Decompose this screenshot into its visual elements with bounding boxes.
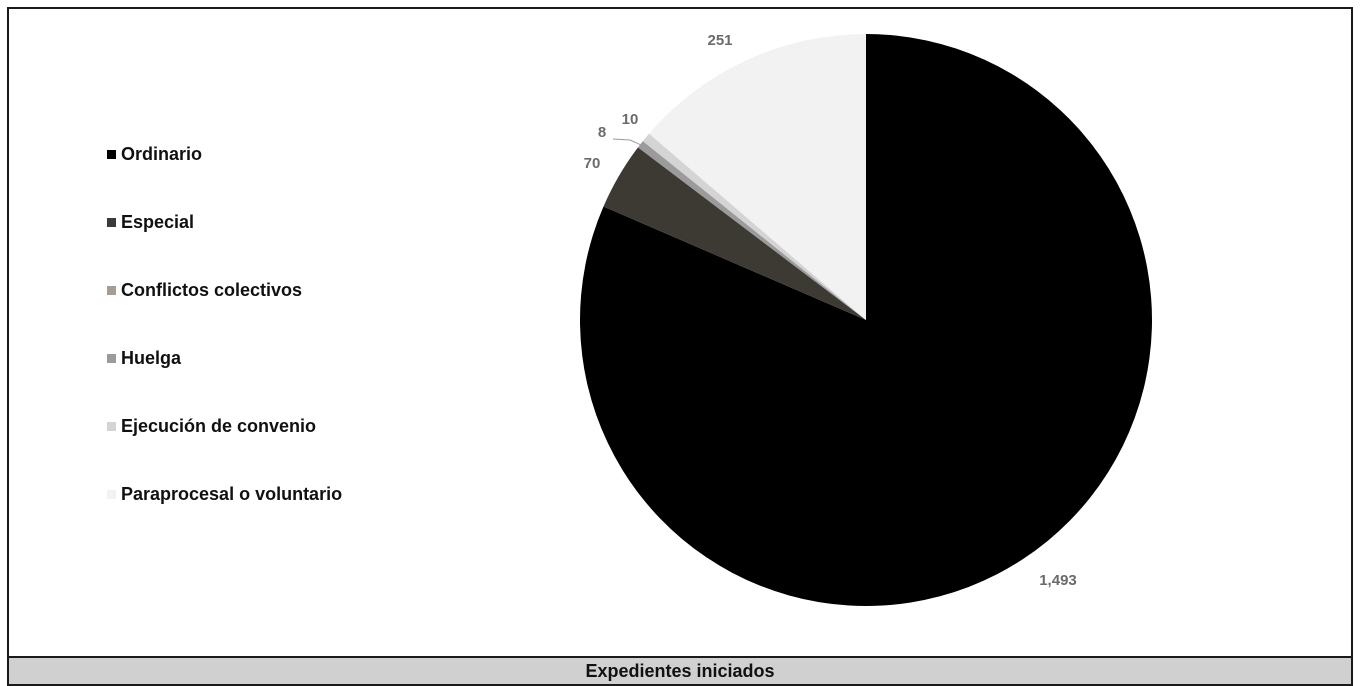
data-label-huelga: 8 [598, 124, 606, 141]
legend-swatch [107, 489, 116, 499]
legend-swatch [107, 217, 116, 227]
legend-label: Especial [121, 211, 195, 232]
legend-item-huelga: Huelga [107, 346, 181, 370]
legend-label: Ordinario [121, 143, 203, 164]
legend-swatch [107, 421, 116, 431]
legend-item-ejecucion-de-convenio: Ejecución de convenio [107, 414, 316, 438]
data-label-ordinario: 1,493 [1039, 572, 1077, 589]
legend-label: Paraprocesal o voluntario [121, 483, 343, 504]
data-label-paraprocesal-o-voluntario: 251 [707, 32, 732, 49]
legend-swatch [107, 285, 116, 295]
legend-item-conflictos-colectivos: Conflictos colectivos [107, 278, 302, 302]
pie-slice-especial [603, 147, 866, 320]
legend-swatch [107, 149, 116, 159]
data-label-especial: 70 [584, 155, 601, 172]
legend-item-ordinario: Ordinario [107, 142, 202, 166]
leader-line [612, 138, 643, 146]
legend-label: Ejecución de convenio [121, 415, 317, 436]
chart-title: Expedientes iniciados [585, 660, 775, 681]
pie-slice-paraprocesal-o-voluntario [649, 34, 866, 320]
legend-item-especial: Especial [107, 210, 194, 234]
pie-slice-huelga [638, 141, 866, 320]
legend-swatch [107, 353, 116, 363]
pie-slice-ejecucion-de-convenio [642, 133, 866, 320]
legend-label: Huelga [121, 347, 182, 368]
chart-title-bar: Expedientes iniciados [7, 656, 1353, 686]
legend-item-paraprocesal-o-voluntario: Paraprocesal o voluntario [107, 482, 342, 506]
pie-slice-ordinario [579, 34, 1152, 606]
legend-label: Conflictos colectivos [121, 279, 303, 300]
data-label-ejecucion-de-convenio: 10 [622, 111, 639, 128]
